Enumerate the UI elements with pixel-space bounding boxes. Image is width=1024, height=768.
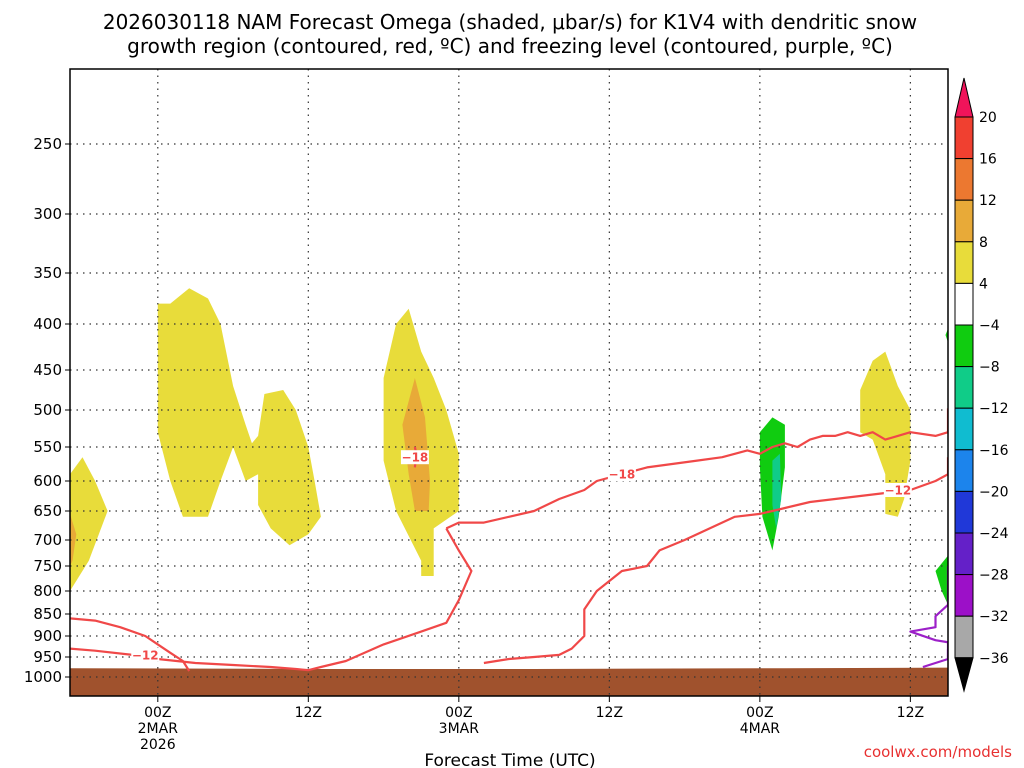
colorbar-tick-8: −16 [979,443,1009,459]
x-tick-label-60-0: 12Z [897,705,924,721]
dgz-minus-12-label-bg [883,483,912,497]
x-tick-label-0-0: 00Z [144,705,171,721]
y-axis: 250 300 350 400 450 500 550 600 650 700 750 800 850 9… [24,135,70,686]
colorbar-tick-7: −12 [979,401,1009,417]
surface-terrain [70,667,948,696]
plot-area [70,288,948,696]
colorbar-segment-13 [954,615,974,659]
y-tick-label-750: 750 [33,557,62,575]
dgz-minus-12 [483,457,948,665]
y-tick-label-900: 900 [33,627,62,645]
colorbar-tick-12: −32 [979,609,1009,625]
colorbar-tick-10: −24 [979,526,1009,542]
colorbar-tick-0: 20 [979,110,997,126]
x-tick-label-48-1: 4MAR [740,721,781,737]
dgz-minus-18 [445,408,948,530]
plot-frame [69,68,949,697]
contour-lines: −18 −18 −12 −12 [70,408,948,672]
y-tick-label-250: 250 [33,135,62,153]
colorbar-segment-7 [954,366,974,409]
colorbar-tick-13: −36 [979,651,1009,667]
x-tick-label-12-0: 12Z [295,705,322,721]
freezing-level [909,566,948,669]
colorbar-segment-10 [954,490,974,534]
colorbar-tick-11: −28 [979,568,1009,584]
colorbar-tick-3: 8 [979,235,988,251]
dgz-minus-18-secondary-label: −18 [402,451,429,465]
y-tick-label-850: 850 [33,605,62,623]
colorbar-segment-5 [954,282,974,326]
y-tick-label-700: 700 [33,531,62,549]
positive-omega-core-1 [70,513,77,566]
y-tick-label-450: 450 [33,361,62,379]
y-tick-label-1000: 1000 [24,668,62,686]
colorbar-arrow-top [954,77,974,118]
dgz-minus-12-lower-label-bg [131,647,160,662]
dgz-minus-18-label: −18 [609,468,636,482]
y-tick-label-650: 650 [33,502,62,520]
chart-title: 2026030118 NAM Forecast Omega (shaded, μ… [103,10,917,34]
y-tick-label-600: 600 [33,472,62,490]
colorbar-tick-2: 12 [979,193,997,209]
x-tick-label-24-0: 00Z [445,705,472,721]
colorbar-segment-2 [954,158,974,201]
y-tick-label-550: 550 [33,438,62,456]
y-tick-label-950: 950 [33,648,62,666]
grid-lines [70,69,948,696]
colorbar-segment-8 [954,407,974,451]
colorbar-segment-1 [954,116,974,160]
colorbar-segment-4 [954,241,974,284]
x-tick-label-24-1: 3MAR [439,721,480,737]
colorbar-segment-11 [954,532,974,576]
colorbar: 20 16 12 8 4 −4 −8 −12 −16 −20 −24 −28 −32 −36 [954,77,1009,693]
positive-omega-1 [70,457,108,591]
credit-text: coolwx.com/models [864,743,1012,761]
colorbar-tick-6: −8 [979,360,1000,376]
colorbar-tick-1: 16 [979,152,997,168]
x-tick-label-0-2: 2026 [140,737,176,753]
dgz-minus-12-label: −12 [884,484,911,498]
y-tick-label-800: 800 [33,582,62,600]
x-tick-label-0-1: 2MAR [138,721,179,737]
x-axis-label: Forecast Time (UTC) [424,751,595,768]
colorbar-tick-4: 4 [979,276,988,292]
positive-omega-2 [157,288,321,546]
y-tick-label-400: 400 [33,315,62,333]
x-tick-label-36-0: 12Z [596,705,623,721]
dgz-minus-12-lower-label: −12 [132,648,159,662]
colorbar-arrow-bottom [954,657,974,693]
y-tick-label-350: 350 [33,264,62,282]
positive-omega-4 [860,351,911,517]
y-tick-label-500: 500 [33,401,62,419]
x-axis: 00Z2MAR202612Z00Z3MAR12Z00Z4MAR12Z00Z5MA… [138,696,924,753]
negative-omega-2 [935,555,948,605]
colorbar-tick-5: −4 [979,318,1000,334]
dgz-minus-18-secondary-label-bg [400,450,429,465]
colorbar-segment-6 [954,324,974,368]
colorbar-segment-3 [954,199,974,243]
chart-title-line2: growth region (contoured, red, ºC) and f… [127,34,893,58]
colorbar-segment-12 [954,574,974,617]
dgz-minus-12-lower [70,527,473,672]
x-tick-label-48-0: 00Z [746,705,773,721]
dgz-minus-18-label-bg [607,467,636,482]
dgz-lower-branch [70,617,191,672]
positive-omega-core-3 [402,378,430,511]
y-tick-label-300: 300 [33,205,62,223]
colorbar-segment-9 [954,449,974,492]
colorbar-tick-9: −20 [979,484,1009,500]
